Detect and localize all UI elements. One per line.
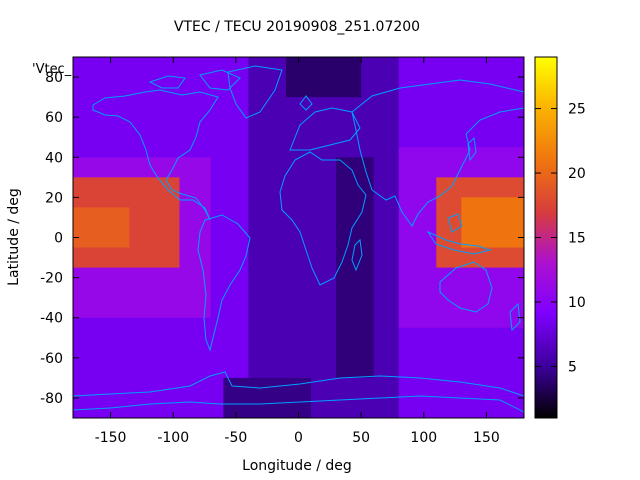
colorbar-tick-label: 15 <box>568 231 586 247</box>
colorbar-tick-label: 5 <box>568 359 577 375</box>
y-tick-label: -20 <box>40 271 63 287</box>
x-tick-label: 100 <box>410 430 437 446</box>
legend-key-label: 'Vtec_ <box>32 62 72 77</box>
vtec-region <box>461 197 524 248</box>
x-tick-label: -100 <box>157 430 189 446</box>
x-ticks: -150 -100 -50 0 50 100 150 <box>95 57 500 446</box>
y-tick-label: 20 <box>45 190 63 206</box>
colorbar-tick-label: 10 <box>568 295 586 311</box>
x-tick-label: 0 <box>294 430 303 446</box>
colorbar-ticks: 5 10 15 20 25 <box>535 102 586 375</box>
x-tick-label: -150 <box>95 430 127 446</box>
colorbar-tick-label: 20 <box>568 166 586 182</box>
vtec-region <box>285 57 362 98</box>
y-tick-label: 80 <box>45 70 63 86</box>
y-tick-label: 40 <box>45 150 63 166</box>
coastlines <box>73 65 524 413</box>
y-tick-label: -80 <box>40 391 63 407</box>
chart-title: VTEC / TECU 20190908_251.07200 <box>174 19 420 35</box>
colorbar-tick-label: 25 <box>568 102 586 118</box>
y-tick-label: 0 <box>54 231 63 247</box>
x-tick-label: 50 <box>352 430 370 446</box>
heatmap-layer <box>73 57 524 418</box>
vtec-region <box>248 57 399 418</box>
y-tick-label: 60 <box>45 110 63 126</box>
y-axis-label: Latitude / deg <box>6 188 22 286</box>
y-tick-label: -40 <box>40 311 63 327</box>
x-axis-label: Longitude / deg <box>242 458 352 474</box>
vtec-region <box>73 207 130 248</box>
y-ticks: -80 -60 -40 -20 0 20 40 60 80 <box>40 70 524 407</box>
x-tick-label: -50 <box>224 430 247 446</box>
x-tick-label: 150 <box>473 430 500 446</box>
y-tick-label: -60 <box>40 351 63 367</box>
